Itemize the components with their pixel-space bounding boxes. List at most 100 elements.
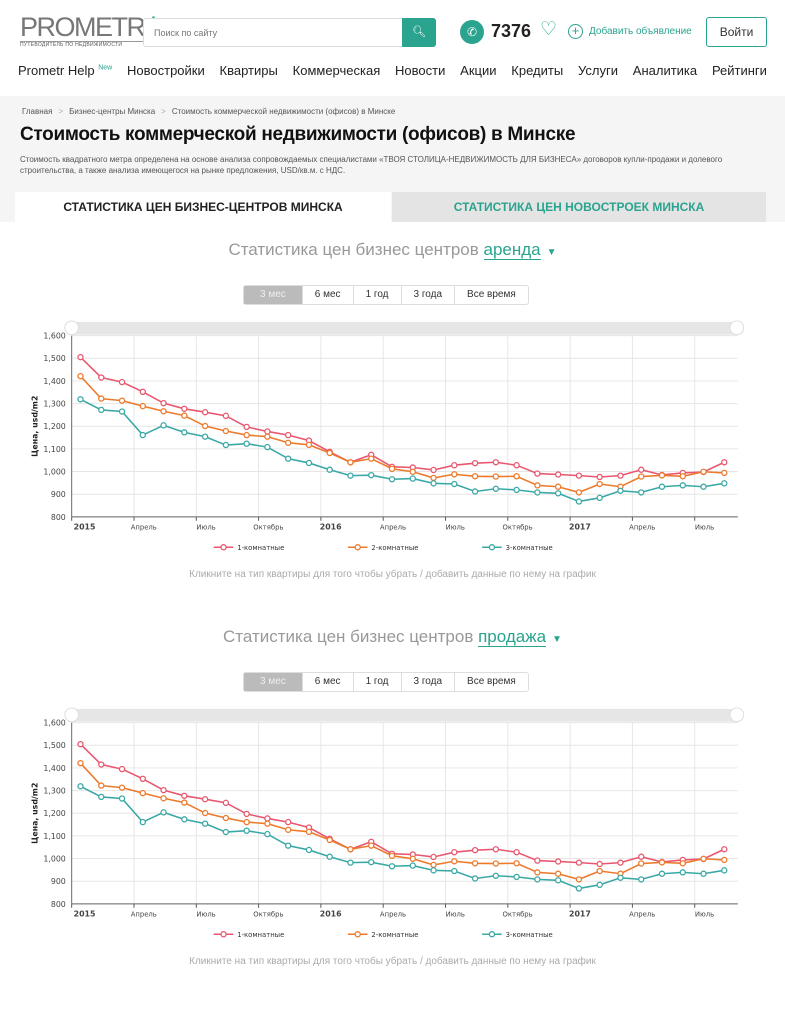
series-line-2 [79, 762, 725, 881]
range-3m[interactable]: 3 мес [244, 673, 302, 691]
data-point [243, 818, 250, 826]
breadcrumb-business-centers[interactable]: Бизнес-центры Минска [69, 107, 156, 116]
phone-icon[interactable]: ✆ [460, 20, 484, 44]
scrollbar-left-handle[interactable] [64, 707, 80, 723]
data-point [347, 472, 354, 479]
data-point [388, 476, 396, 483]
chart-hint: Кликните на тип квартиры для того чтобы … [189, 956, 596, 967]
data-point [575, 876, 583, 883]
legend-marker-icon[interactable] [488, 931, 496, 938]
data-point [243, 440, 250, 447]
data-point [679, 869, 686, 876]
data-point [118, 795, 126, 802]
page-title: Стоимость коммерческой недвижимости (офи… [20, 124, 576, 145]
nav-item-kredity[interactable]: Кредиты [511, 63, 564, 78]
legend-marker-icon[interactable] [220, 544, 227, 551]
chart-hint: Кликните на тип квартиры для того чтобы … [189, 569, 596, 580]
data-point [326, 466, 333, 473]
chart-scrollbar[interactable] [68, 708, 739, 722]
data-point [222, 412, 230, 420]
tab-business-centers[interactable]: СТАТИСТИКА ЦЕН БИЗНЕС-ЦЕНТРОВ МИНСКА [15, 192, 391, 222]
data-point [243, 810, 250, 818]
data-point [181, 429, 188, 436]
search-input[interactable] [144, 19, 399, 46]
nav-item-prometr-help[interactable]: Prometr Help New [18, 63, 112, 78]
legend-marker-icon[interactable] [354, 544, 361, 551]
legend-item-3[interactable]: 3-комнатные [506, 544, 553, 552]
series-line-2 [79, 375, 725, 494]
y-tick-label: 1,500 [43, 741, 65, 750]
data-point [534, 876, 541, 883]
data-point [534, 869, 541, 876]
data-point [471, 846, 479, 854]
login-button[interactable]: Войти [706, 17, 767, 47]
y-tick-label: 1,600 [43, 719, 65, 728]
data-point [575, 472, 583, 479]
nav-item-kvartiry[interactable]: Квартиры [219, 63, 278, 78]
deal-type-dropdown[interactable]: продажа [478, 627, 547, 647]
range-selector: 3 мес 6 мес 1 год 3 года Все время [243, 672, 529, 692]
favorites-heart-icon[interactable]: ♡ [540, 19, 558, 40]
data-point [118, 765, 126, 773]
range-1y[interactable]: 1 год [352, 286, 401, 304]
x-tick-label: 2015 [74, 523, 96, 532]
nav-item-analitika[interactable]: Аналитика [632, 63, 698, 78]
legend-marker-icon[interactable] [354, 931, 361, 938]
series-line-1 [79, 743, 725, 865]
x-tick-label: 2016 [320, 910, 342, 919]
data-point [326, 449, 333, 457]
data-point [409, 855, 416, 862]
data-point [534, 470, 541, 477]
nav-item-aktsii[interactable]: Акции [460, 63, 497, 78]
data-point [513, 860, 520, 867]
deal-type-dropdown[interactable]: аренда [483, 240, 541, 260]
legend-item-1[interactable]: 1-комнатные [237, 931, 284, 939]
range-3y[interactable]: 3 года [400, 673, 455, 691]
data-point [617, 859, 624, 866]
data-point [201, 433, 209, 440]
scrollbar-right-handle[interactable] [729, 320, 745, 336]
data-point [575, 498, 583, 505]
y-tick-label: 1,300 [43, 400, 65, 409]
add-listing-link[interactable]: + Добавить объявление [568, 24, 692, 39]
search-button[interactable]: 🔍︎ [402, 18, 436, 47]
data-point [181, 405, 188, 412]
data-point [388, 852, 396, 860]
range-all[interactable]: Все время [454, 673, 528, 691]
legend-marker-icon[interactable] [488, 544, 496, 551]
nav-item-uslugi[interactable]: Услуги [578, 63, 618, 78]
scrollbar-right-handle[interactable] [729, 707, 745, 723]
data-point [409, 468, 416, 475]
range-3y[interactable]: 3 года [400, 286, 455, 304]
data-point [596, 480, 603, 488]
data-point [534, 489, 541, 496]
legend-marker-icon[interactable] [220, 931, 227, 938]
legend-item-2[interactable]: 2-комнатные [371, 544, 418, 552]
nav-item-novostroyki[interactable]: Новостройки [127, 63, 205, 78]
caret-down-icon[interactable]: ▼ [546, 247, 557, 258]
data-point [554, 858, 562, 865]
tab-new-buildings[interactable]: СТАТИСТИКА ЦЕН НОВОСТРОЕК МИНСКА [392, 192, 766, 222]
breadcrumb-home[interactable]: Главная [22, 107, 53, 116]
nav-item-reytingi[interactable]: Рейтинги [711, 63, 767, 78]
data-point [201, 809, 209, 817]
x-tick-label: Апрель [629, 911, 655, 919]
caret-down-icon[interactable]: ▼ [552, 634, 562, 645]
chart-scrollbar[interactable] [68, 321, 739, 335]
nav-item-novosti[interactable]: Новости [395, 63, 446, 78]
range-6m[interactable]: 6 мес [301, 286, 353, 304]
legend-item-2[interactable]: 2-комнатные [371, 931, 418, 939]
nav-item-kommercheskaya[interactable]: Коммерческая [292, 63, 381, 78]
legend-item-1[interactable]: 1-комнатные [237, 544, 284, 552]
scrollbar-left-handle[interactable] [64, 320, 80, 336]
range-1y[interactable]: 1 год [352, 673, 401, 691]
data-point [430, 480, 437, 487]
range-6m[interactable]: 6 мес [301, 673, 353, 691]
range-all[interactable]: Все время [454, 286, 528, 304]
data-point [201, 409, 209, 416]
data-point [638, 489, 645, 496]
data-point [721, 846, 728, 853]
data-point [492, 872, 500, 879]
range-3m[interactable]: 3 мес [244, 286, 302, 304]
legend-item-3[interactable]: 3-комнатные [506, 931, 553, 939]
